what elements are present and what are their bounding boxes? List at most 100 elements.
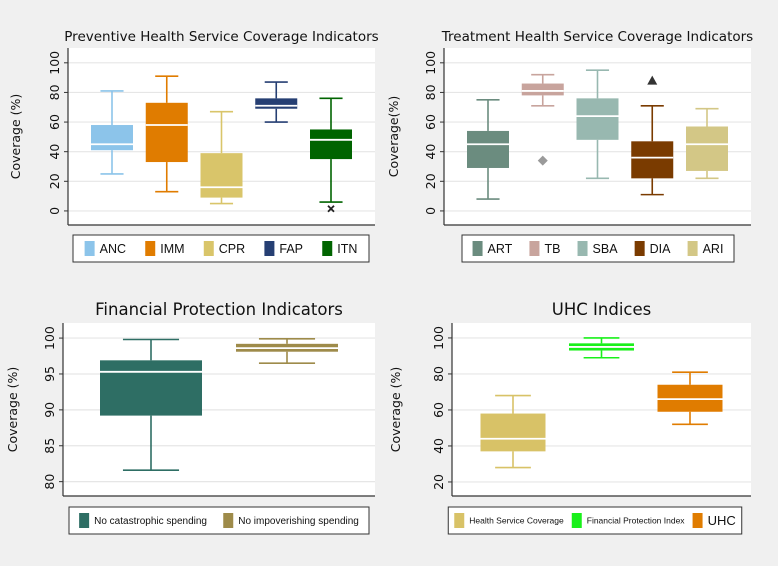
chart-title: Preventive Health Service Coverage Indic… [64, 29, 378, 45]
box-no-impoverishing-spending [236, 337, 338, 364]
y-tick-label: 85 [42, 438, 57, 454]
iqr-box [576, 98, 619, 140]
legend-swatch [145, 241, 156, 256]
y-tick-label: 100 [431, 326, 446, 350]
y-tick-label: 80 [47, 84, 62, 100]
box-ari [686, 107, 728, 180]
legend-swatch [223, 513, 234, 528]
legend-swatch [264, 241, 275, 256]
iqr-box [200, 153, 243, 198]
iqr-box [631, 141, 674, 179]
y-tick-label: 0 [423, 207, 438, 215]
legend-label: ITN [337, 242, 357, 256]
iqr-box [521, 83, 564, 96]
box-dia [631, 75, 674, 196]
box-itn [310, 97, 352, 213]
box-tb [521, 73, 564, 166]
chart-title: UHC Indices [552, 300, 651, 319]
legend-swatch [577, 241, 588, 256]
box-health-service-coverage [480, 394, 546, 469]
legend-swatch [692, 513, 703, 528]
y-tick-label: 100 [47, 51, 62, 75]
y-axis-label: Coverage (%) [388, 367, 403, 453]
y-tick-label: 60 [431, 402, 446, 418]
box-financial-protection-index [569, 337, 634, 359]
legend: No catastrophic spending No impoverishing… [68, 506, 370, 535]
legend-label: SBA [593, 242, 619, 256]
y-tick-label: 80 [423, 84, 438, 100]
legend: Health Service Coverage Financial Protect… [447, 506, 743, 535]
y-tick-label: 80 [42, 474, 57, 490]
legend-label: TB [544, 242, 560, 256]
chart-panel-1: Preventive Health Service Coverage Indic… [8, 29, 379, 263]
legend-swatch [203, 241, 214, 256]
legend-label: No catastrophic spending [94, 516, 207, 527]
iqr-box [310, 129, 352, 160]
iqr-box [467, 130, 509, 168]
legend-label: No impoverishing spending [238, 516, 359, 527]
chart-panel-2: Treatment Health Service Coverage Indica… [386, 29, 753, 263]
chart-title: Treatment Health Service Coverage Indica… [441, 29, 753, 45]
y-tick-label: 90 [42, 402, 57, 418]
box-anc [91, 90, 133, 175]
chart-title: Financial Protection Indicators [95, 300, 343, 319]
box-art [467, 99, 509, 200]
y-tick-label: 20 [431, 474, 446, 490]
chart-panel-3: Financial Protection Indicators 80 85 90 95 1… [5, 300, 375, 535]
box-cpr [200, 110, 243, 205]
y-axis-label: Coverage (%) [8, 94, 23, 180]
legend-label: Financial Protection Index [587, 516, 686, 526]
iqr-box [100, 360, 202, 416]
y-tick-label: 60 [47, 114, 62, 130]
y-tick-label: 40 [431, 438, 446, 454]
legend-swatch [454, 513, 465, 528]
iqr-box [145, 102, 188, 163]
box-fap [255, 81, 298, 123]
legend-box [72, 234, 370, 263]
box-uhc [657, 371, 723, 426]
y-tick-label: 100 [423, 51, 438, 75]
iqr-box [255, 98, 298, 109]
legend-label: IMM [160, 242, 184, 256]
legend-swatch [634, 241, 645, 256]
y-tick-label: 40 [47, 144, 62, 160]
y-tick-label: 95 [42, 366, 57, 382]
y-tick-label: 20 [423, 173, 438, 189]
legend-label: Health Service Coverage [469, 516, 564, 526]
legend-swatch [322, 241, 333, 256]
box-no-catastrophic-spending [100, 338, 202, 471]
legend-swatch [472, 241, 483, 256]
legend-label: ART [488, 242, 513, 256]
legend-swatch [84, 241, 95, 256]
iqr-box [686, 126, 728, 171]
y-axis-label: Coverage (%) [5, 367, 20, 453]
outlier-triangle-marker [647, 75, 658, 85]
legend-swatch [571, 513, 582, 528]
y-axis-label: Coverage(%) [386, 96, 401, 178]
iqr-box [480, 413, 546, 452]
y-tick-label: 100 [42, 326, 57, 350]
outlier-diamond-marker [537, 155, 548, 166]
y-tick-label: 40 [423, 144, 438, 160]
y-tick-label: 0 [47, 207, 62, 215]
legend-label: CPR [219, 242, 245, 256]
iqr-box [657, 384, 723, 412]
legend-swatch [79, 513, 90, 528]
y-tick-label: 60 [423, 114, 438, 130]
legend-swatch [529, 241, 540, 256]
iqr-box [91, 125, 133, 151]
outlier-x-marker [327, 205, 335, 213]
legend: ART TB SBA DIA ARI [461, 234, 735, 263]
legend-label: UHC [708, 513, 736, 528]
legend-label: FAP [279, 242, 303, 256]
legend-box [68, 506, 370, 535]
box-sba [576, 69, 619, 180]
y-tick-label: 20 [47, 173, 62, 189]
legend-swatch [687, 241, 698, 256]
legend-label: DIA [650, 242, 672, 256]
legend-label: ARI [703, 242, 724, 256]
y-tick-label: 80 [431, 366, 446, 382]
legend: ANC IMM CPR FAP ITN [72, 234, 370, 263]
box-imm [145, 75, 188, 193]
